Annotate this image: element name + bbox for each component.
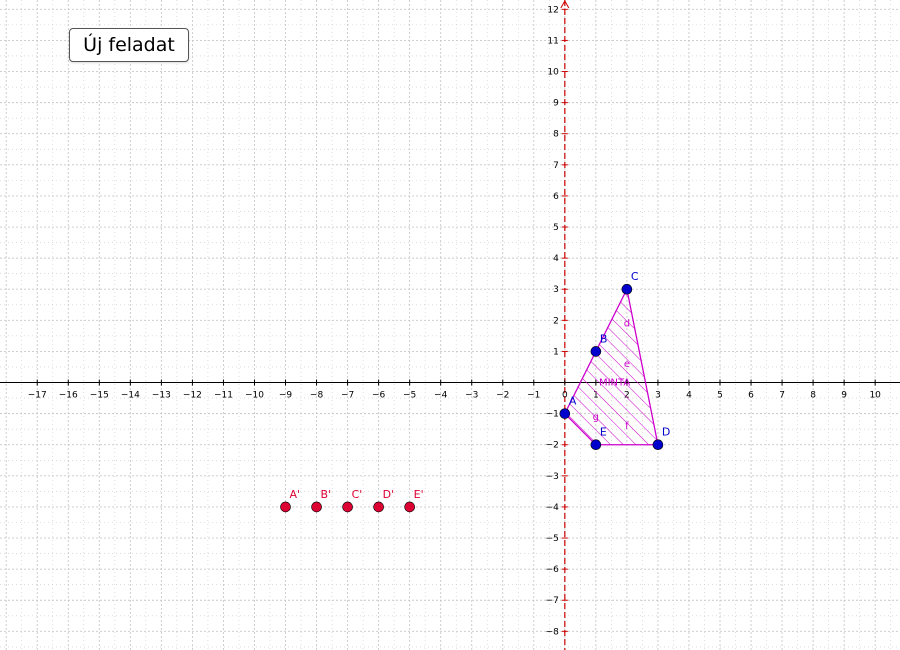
points[interactable]: A B C D E A' B' C' D' E' — [280, 270, 671, 513]
image-point-label: A' — [290, 488, 301, 501]
x-tick-label: −2 — [496, 391, 509, 401]
original-point-c[interactable] — [621, 283, 633, 295]
y-tick-label: 11 — [547, 36, 558, 46]
y-tick-label: 9 — [553, 99, 559, 109]
image-point-label: D' — [383, 488, 395, 501]
image-point-label: C' — [352, 488, 363, 501]
x-tick-label: −5 — [403, 391, 416, 401]
x-tick-label: −6 — [372, 391, 386, 401]
segment-label: g — [593, 412, 599, 423]
y-tick-label: −1 — [546, 410, 559, 420]
y-tick-label: 2 — [553, 316, 559, 326]
image-point-c-prime[interactable] — [342, 501, 353, 513]
image-point-e-prime[interactable] — [404, 501, 415, 513]
x-tick-label: −16 — [59, 391, 78, 401]
x-tick-label: 7 — [779, 391, 785, 401]
original-point-a[interactable] — [559, 408, 571, 419]
y-tick-label: −2 — [546, 441, 559, 451]
image-point-a-prime[interactable] — [280, 501, 291, 513]
original-point-b[interactable] — [590, 346, 602, 357]
y-tick-label: 4 — [553, 254, 559, 264]
image-point-label: E' — [414, 488, 424, 501]
x-tick-label: 8 — [810, 391, 816, 401]
x-tick-label: 0 — [562, 391, 568, 401]
y-tick-label: −8 — [546, 627, 560, 637]
x-tick-label: −15 — [90, 391, 109, 401]
x-tick-label: 10 — [869, 391, 881, 401]
x-tick-label: −12 — [183, 391, 202, 401]
x-tick-label: −1 — [527, 391, 540, 401]
x-tick-label: 9 — [841, 391, 847, 401]
y-tick-label: 12 — [547, 5, 558, 15]
new-task-button[interactable]: Új feladat — [69, 28, 189, 62]
original-point-d[interactable] — [652, 439, 664, 451]
y-tick-label: −4 — [546, 503, 560, 513]
x-tick-label: −10 — [245, 391, 264, 401]
x-tick-label: 5 — [717, 391, 723, 401]
y-tick-label: 8 — [553, 130, 559, 140]
x-tick-label: −11 — [214, 391, 233, 401]
y-tick-label: −7 — [546, 596, 559, 606]
x-tick-label: −14 — [121, 391, 140, 401]
y-axis-arrow — [560, 0, 570, 9]
image-point-label: B' — [321, 488, 332, 501]
tick-labels: −17 −16 −15 −14 −13 −12 −11 −10 −9 −8 −7 −6 −5 −4 −3 −2… — [28, 5, 881, 637]
y-tick-label: 3 — [553, 285, 559, 295]
x-tick-label: 4 — [686, 391, 692, 401]
x-tick-label: −4 — [434, 391, 448, 401]
y-tick-label: 7 — [553, 161, 559, 171]
original-point-label: A — [569, 395, 577, 408]
segment-label: e — [624, 359, 630, 370]
y-tick-label: −5 — [546, 534, 559, 544]
x-tick-label: 6 — [748, 391, 754, 401]
segment-label: f — [625, 421, 629, 432]
y-tick-label: 10 — [547, 68, 559, 78]
shape-caption: MINTA — [599, 378, 630, 389]
segment-label: d — [624, 319, 630, 330]
image-point-b-prime[interactable] — [311, 501, 322, 513]
image-point-d-prime[interactable] — [373, 501, 384, 513]
original-point-label: E — [600, 426, 607, 439]
x-tick-label: −9 — [279, 391, 293, 401]
y-tick-label: −6 — [546, 565, 560, 575]
x-tick-label: −17 — [28, 391, 47, 401]
x-tick-label: −13 — [152, 391, 171, 401]
x-tick-label: −7 — [341, 391, 354, 401]
x-tick-label: −8 — [310, 391, 324, 401]
y-tick-label: −3 — [546, 472, 559, 482]
original-point-e[interactable] — [590, 439, 602, 451]
original-point-label: B — [600, 332, 608, 345]
y-tick-label: 5 — [553, 223, 559, 233]
y-tick-label: 1 — [553, 347, 559, 357]
x-tick-label: −3 — [465, 391, 478, 401]
y-tick-label: 6 — [553, 192, 559, 202]
original-point-label: C — [631, 270, 639, 283]
x-tick-label: 3 — [655, 391, 661, 401]
original-point-label: D — [662, 426, 670, 439]
